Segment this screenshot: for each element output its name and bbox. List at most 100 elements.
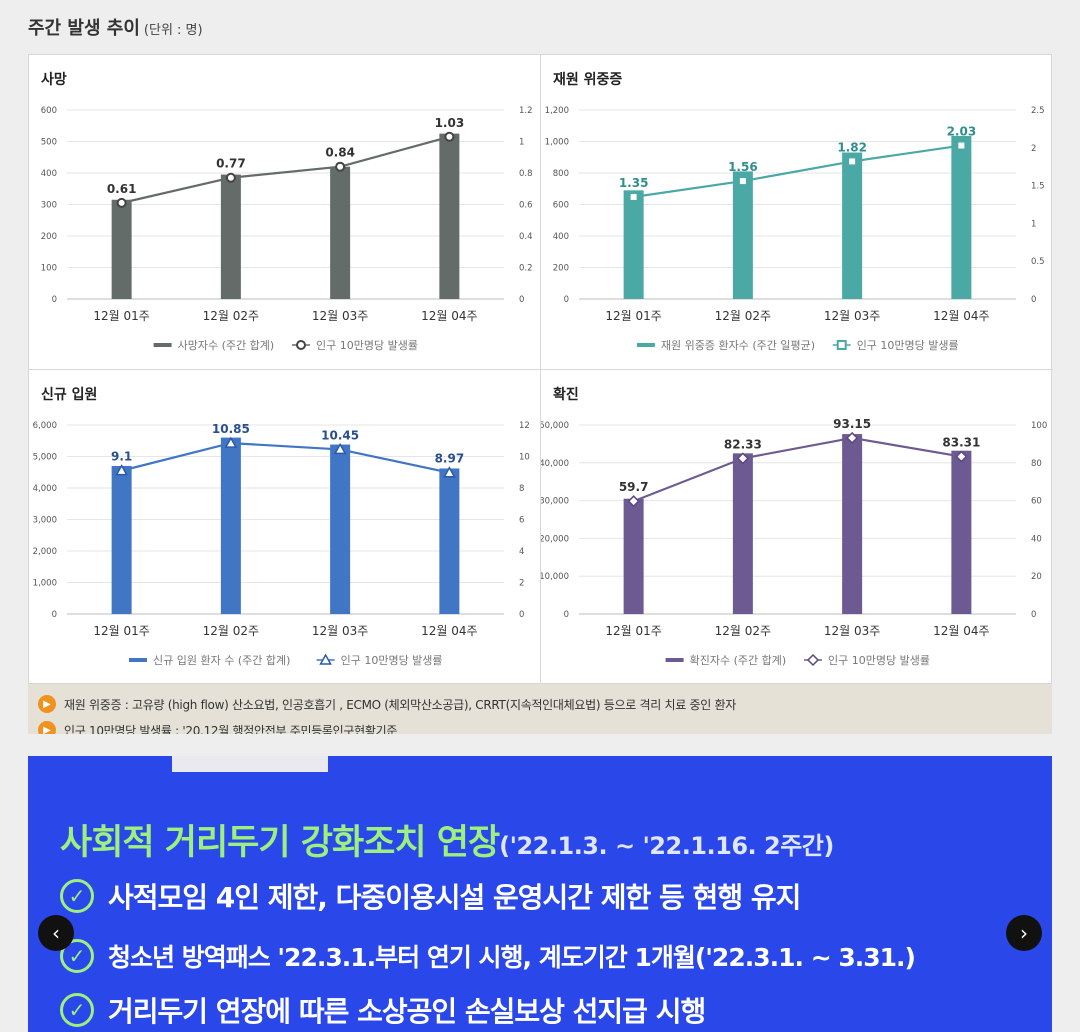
legend-label: 인구 10만명당 발생률: [828, 654, 930, 667]
speaker-icon: ▶: [38, 721, 56, 734]
y-right-tick-label: 0.5: [1031, 257, 1045, 267]
bar: [951, 450, 972, 614]
line-point: [737, 176, 748, 187]
line-point: [627, 495, 640, 508]
y-left-tick-label: 1,000: [33, 579, 57, 589]
y-right-tick-label: 0.4: [519, 232, 533, 242]
y-left-tick-label: 200: [41, 232, 57, 242]
chevron-left-icon[interactable]: ‹: [38, 915, 74, 951]
line-point: [444, 131, 455, 142]
chart-title-confirmed: 확진: [553, 387, 579, 403]
legend-label: 인구 10만명당 발생률: [857, 339, 959, 352]
y-right-tick-label: 2: [1031, 144, 1036, 154]
x-tick-label: 12월 01주: [605, 309, 661, 323]
y-right-tick-label: 1: [519, 138, 524, 148]
data-label: 83.31: [942, 436, 980, 450]
note-item: ▶ 인구 10만명당 발생률 : '20.12월 행정안전부 주민등록인구현황기…: [38, 719, 1042, 734]
y-right-tick-label: 60: [1031, 497, 1042, 507]
legend-label: 인구 10만명당 발생률: [316, 339, 418, 352]
bar: [439, 468, 460, 614]
y-right-tick-label: 1.2: [519, 106, 533, 116]
data-label: 0.61: [107, 182, 137, 196]
y-right-tick-label: 0: [1031, 610, 1036, 620]
data-label: 1.82: [837, 140, 867, 154]
chart-panel-admission: 신규 입원 0 1,000 2,000 3,000 4,000 5,000 6,000 0 2 4…: [29, 370, 540, 684]
bar: [220, 174, 241, 299]
check-circle-icon: ✓: [60, 879, 94, 913]
y-right-tick-label: 1.5: [1031, 182, 1045, 192]
banner-headline-main: 사회적 거리두기 강화조치 연장: [60, 823, 500, 863]
y-right-tick-label: 40: [1031, 534, 1042, 544]
chart-death: 0 100 200 300 400 500 600 0 0.2 0.4 0.6 0.8 1 1.2 12월 …: [41, 106, 533, 352]
section-title-text: 주간 발생 추이: [28, 18, 140, 39]
line-point: [116, 197, 127, 208]
banner-item: ✓ 사적모임 4인 제한, 다중이용시설 운영시간 제한 등 현행 유지: [60, 876, 801, 916]
data-label: 93.15: [833, 417, 871, 431]
legend-bar-swatch: [665, 658, 684, 662]
x-tick-label: 12월 01주: [93, 624, 149, 638]
chart-admission: 0 1,000 2,000 3,000 4,000 5,000 6,000 0 2 4 6 8 10 12…: [33, 421, 530, 667]
x-tick-label: 12월 03주: [824, 309, 880, 323]
chart-panel-severe: 재원 위중증 0 200 400 600 800 1,000 1,200 0 0.5 1 1.5 2 2…: [541, 55, 1052, 369]
banner-item: ✓ 거리두기 연장에 따른 소상공인 손실보상 선지급 시행: [60, 990, 706, 1030]
banner-headline-period: ('22.1.3. ~ '22.1.16. 2주간): [499, 832, 834, 860]
notes-box: ▶ 재원 위중증 : 고유량 (high flow) 산소요법, 인공호흡기 ,…: [28, 684, 1052, 734]
y-left-tick-label: 200: [553, 264, 569, 274]
x-tick-label: 12월 03주: [312, 624, 368, 638]
x-tick-label: 12월 02주: [203, 624, 259, 638]
data-label: 2.03: [947, 125, 977, 139]
y-right-tick-label: 100: [1031, 421, 1047, 431]
y-left-tick-label: 6,000: [33, 421, 57, 431]
x-tick-label: 12월 02주: [715, 309, 771, 323]
x-tick-label: 12월 02주: [715, 624, 771, 638]
y-left-tick-label: 0: [564, 610, 569, 620]
data-label: 82.33: [724, 437, 762, 451]
data-label: 0.84: [325, 146, 355, 160]
x-tick-label: 12월 04주: [933, 624, 989, 638]
check-circle-icon: ✓: [60, 993, 94, 1027]
legend-bar-swatch: [129, 658, 147, 662]
x-tick-label: 12월 01주: [93, 309, 149, 323]
y-right-tick-label: 20: [1031, 572, 1042, 582]
panel-divider-horizontal: [29, 369, 1053, 370]
data-label: 9.1: [111, 450, 132, 464]
promo-banner[interactable]: 사회적 거리두기 강화조치 연장('22.1.3. ~ '22.1.16. 2주…: [28, 756, 1052, 1032]
rate-line: [121, 442, 450, 474]
y-left-tick-label: 600: [41, 106, 57, 116]
y-left-tick-label: 300: [41, 201, 57, 211]
chevron-right-icon[interactable]: ›: [1006, 915, 1042, 951]
y-right-tick-label: 8: [519, 484, 524, 494]
line-point: [846, 431, 859, 445]
y-right-tick-label: 1: [1031, 219, 1036, 229]
bar: [111, 465, 132, 614]
check-circle-icon: ✓: [60, 939, 94, 973]
legend-bar-swatch: [636, 343, 655, 347]
y-right-tick-label: 4: [519, 547, 524, 557]
line-point: [955, 450, 968, 463]
data-label: 1.03: [435, 116, 465, 130]
panel-divider-vertical: [540, 55, 541, 685]
chart-title-death: 사망: [41, 72, 67, 88]
y-left-tick-label: 600: [553, 201, 569, 211]
legend-label: 확진자수 (주간 합계): [690, 654, 787, 667]
y-left-tick-label: 0: [52, 610, 57, 620]
rate-line: [633, 144, 962, 199]
banner-item-text: 청소년 방역패스 '22.3.1.부터 연기 시행, 계도기간 1개월('22.…: [108, 943, 916, 972]
legend-label: 재원 위중증 환자수 (주간 일평균): [661, 338, 815, 352]
line-point: [335, 161, 346, 172]
y-left-tick-label: 400: [41, 169, 57, 179]
y-right-tick-label: 10: [519, 453, 530, 463]
y-left-tick-label: 800: [553, 169, 569, 179]
line-point: [296, 340, 306, 350]
y-right-tick-label: 12: [519, 421, 530, 431]
y-left-tick-label: 0: [564, 295, 569, 305]
section-title: 주간 발생 추이 (단위 : 명): [28, 14, 203, 40]
chart-severe: 0 200 400 600 800 1,000 1,200 0 0.5 1 1.5 2 2.5 12월 0…: [545, 106, 1045, 352]
line-point: [443, 466, 456, 478]
y-right-tick-label: 80: [1031, 459, 1042, 469]
y-left-tick-label: 400: [553, 232, 569, 242]
y-left-tick-label: 0: [52, 295, 57, 305]
line-point: [115, 464, 128, 476]
y-right-tick-label: 0.6: [519, 201, 533, 211]
bar: [732, 171, 753, 299]
